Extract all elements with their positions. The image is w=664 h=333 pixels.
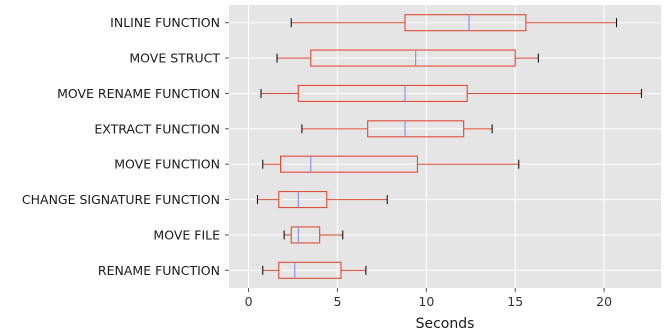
y-tick-label: INLINE FUNCTION: [110, 15, 220, 30]
plot-area: [229, 5, 661, 288]
y-tick-label: CHANGE SIGNATURE FUNCTION: [22, 192, 220, 207]
y-tick-label: MOVE FUNCTION: [114, 157, 220, 172]
x-axis: 0 5 10 15 20: [245, 288, 612, 309]
y-tick-label: MOVE STRUCT: [129, 51, 220, 66]
box-item: [260, 84, 642, 102]
box-item: [256, 191, 388, 209]
box-iqr: [310, 49, 516, 67]
x-tick-label: 10: [418, 294, 434, 309]
box-iqr: [278, 191, 328, 209]
box-iqr: [297, 84, 468, 102]
box-item: [283, 226, 344, 244]
x-tick-label: 0: [245, 294, 253, 309]
box-item: [301, 120, 493, 138]
y-tick-label: MOVE FILE: [153, 227, 220, 242]
box-series: [256, 14, 642, 279]
x-axis-title: Seconds: [416, 316, 475, 332]
y-axis: INLINE FUNCTION MOVE STRUCT MOVE RENAME FU…: [22, 15, 229, 278]
box-item: [276, 49, 539, 67]
x-tick-label: 5: [333, 294, 341, 309]
box-iqr: [367, 120, 465, 138]
x-tick-label: 15: [507, 294, 523, 309]
x-tick-label: 20: [596, 294, 612, 309]
box-iqr: [278, 261, 342, 279]
y-tick-label: MOVE RENAME FUNCTION: [57, 86, 220, 101]
box-item: [290, 14, 618, 32]
y-tick-label: EXTRACT FUNCTION: [94, 121, 220, 136]
y-tick-label: RENAME FUNCTION: [98, 263, 220, 278]
box-item: [262, 261, 367, 279]
box-iqr: [290, 226, 321, 244]
box-iqr: [404, 14, 527, 32]
box-item: [262, 155, 520, 173]
box-iqr: [280, 155, 418, 173]
